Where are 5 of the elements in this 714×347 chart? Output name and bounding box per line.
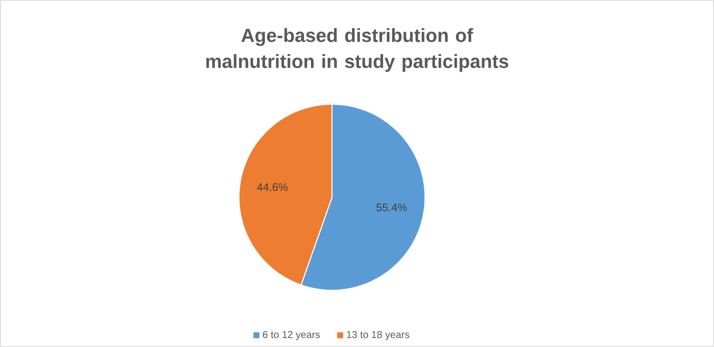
data-label: 55.4% bbox=[376, 204, 407, 212]
legend-label: 13 to 18 years bbox=[347, 331, 410, 340]
legend-label: 6 to 12 years bbox=[262, 331, 320, 340]
chart-title: Age-based distribution of malnutrition in study participants bbox=[206, 28, 508, 72]
data-label: 44.6% bbox=[257, 183, 288, 191]
